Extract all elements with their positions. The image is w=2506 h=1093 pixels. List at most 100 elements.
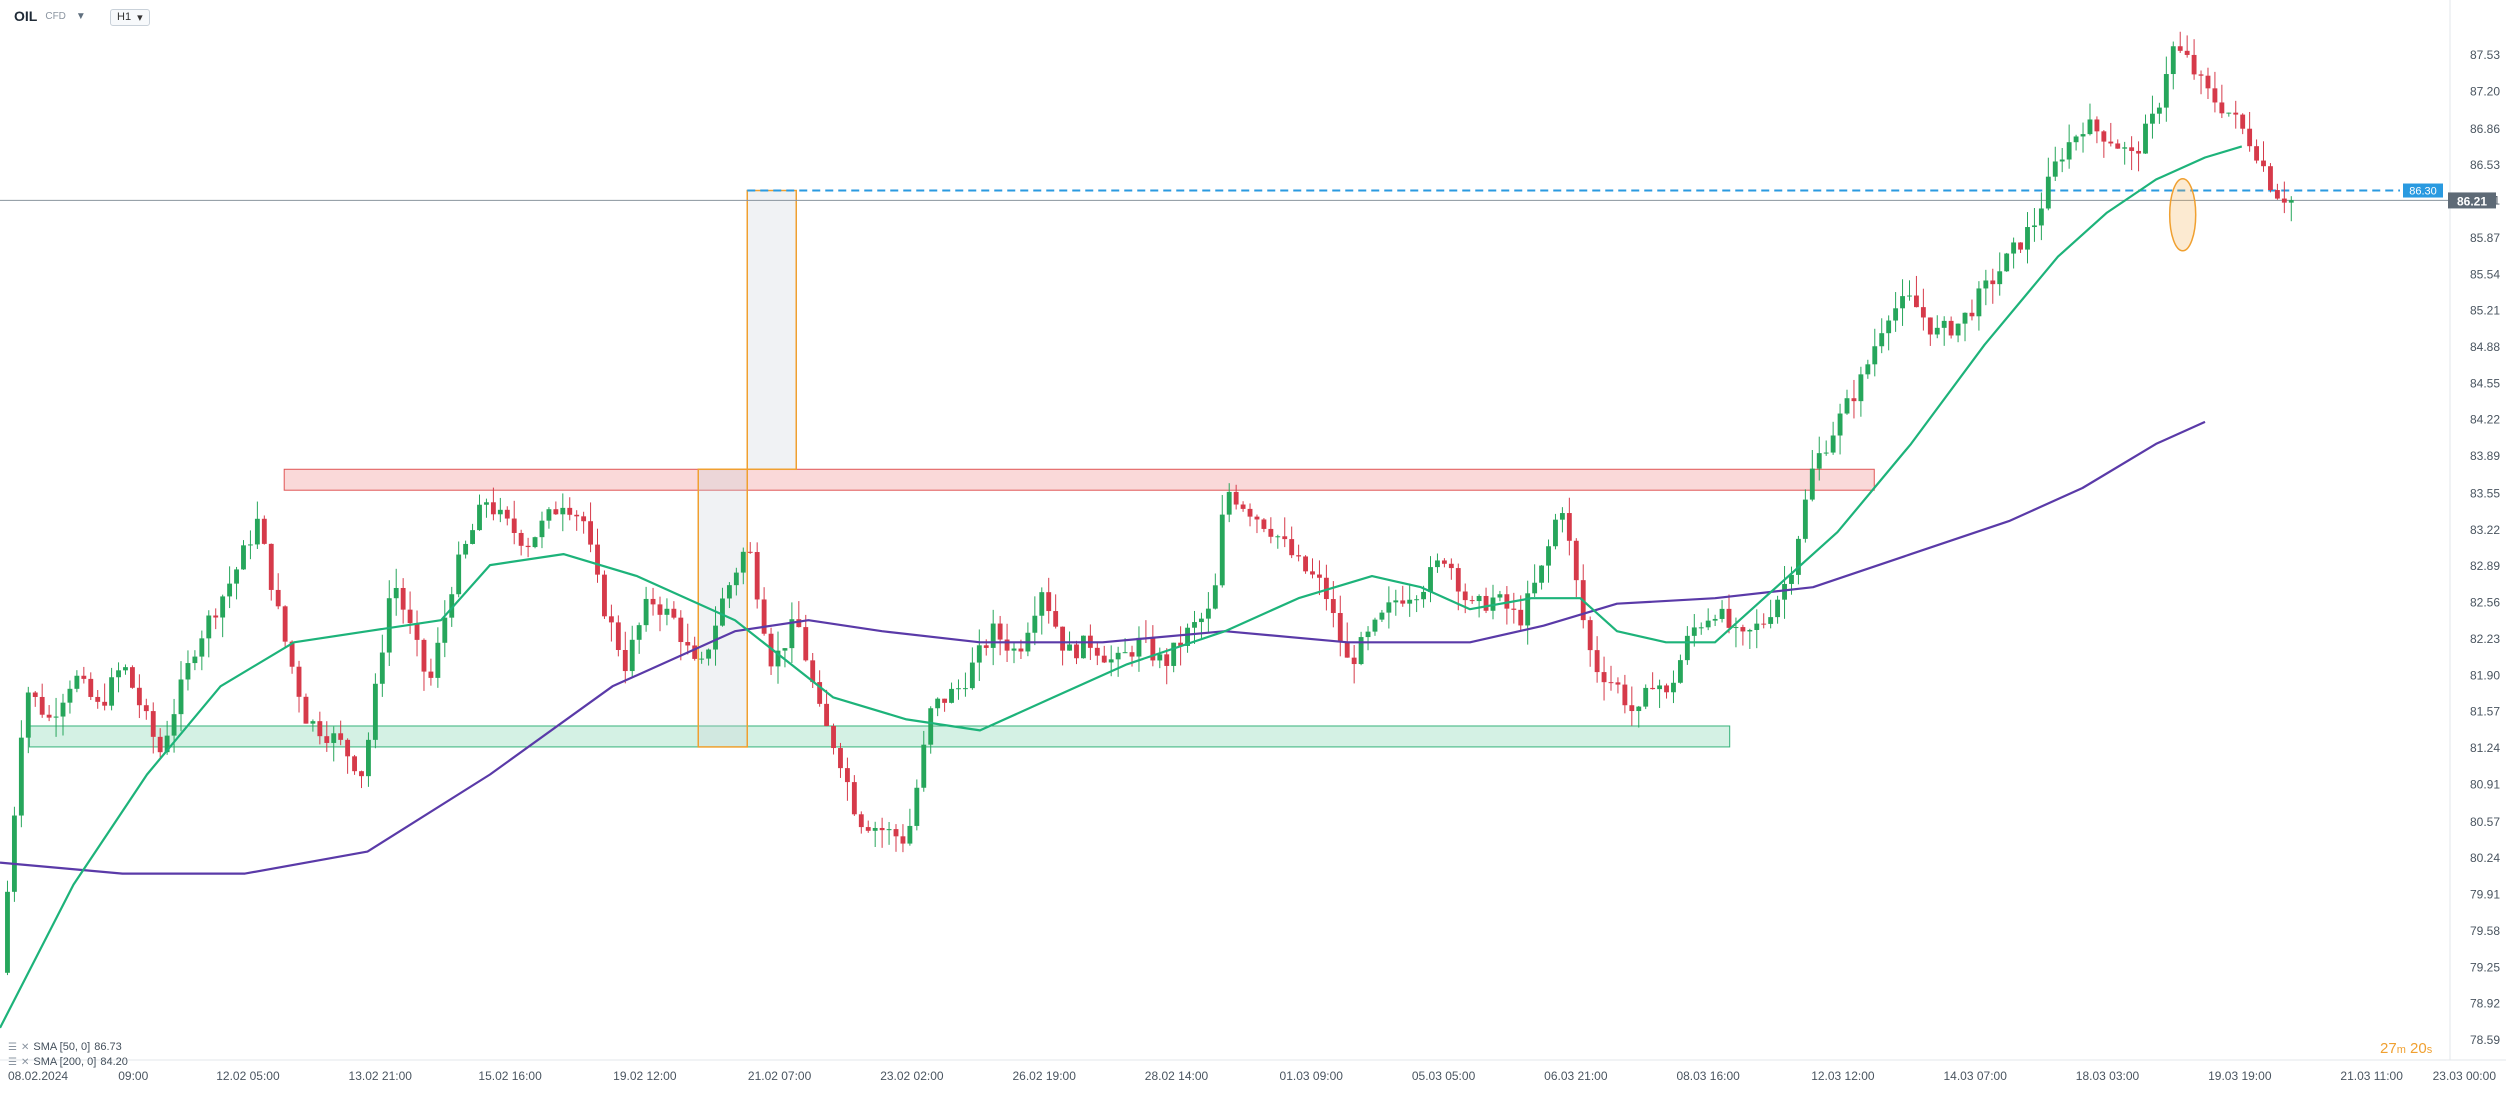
candle (1872, 328, 1878, 377)
candle-body (1129, 652, 1135, 657)
settings-icon[interactable]: ☰ (8, 1042, 17, 1053)
candle (2205, 67, 2211, 100)
candle-body (1448, 563, 1454, 569)
candle-body (2032, 225, 2037, 228)
candle-body (768, 633, 774, 667)
candle-body (60, 702, 66, 717)
candle-body (442, 617, 448, 643)
candle-body (2177, 46, 2183, 51)
candle (518, 529, 524, 556)
candle-body (2212, 88, 2218, 103)
candle-body (969, 662, 975, 689)
candle (504, 506, 510, 526)
candle-body (53, 716, 59, 718)
candle (2163, 56, 2169, 122)
candle (1990, 268, 1996, 304)
candle (1830, 421, 1836, 455)
candle-body (1844, 398, 1850, 414)
candle-body (2288, 200, 2294, 203)
candle-body (1483, 595, 1489, 611)
candle (1851, 379, 1857, 419)
candle (2025, 212, 2030, 264)
candle (1955, 323, 1961, 343)
candle-body (1455, 568, 1461, 592)
candle-body (5, 891, 10, 973)
candle-body (39, 696, 45, 715)
candle-body (379, 652, 385, 684)
candle-body (893, 829, 899, 837)
candle-body (1428, 567, 1433, 592)
candle (1303, 555, 1308, 574)
candle-body (352, 756, 357, 772)
candle (254, 501, 260, 549)
candle (2122, 141, 2128, 165)
candle (893, 824, 899, 852)
candle (1254, 514, 1260, 534)
candle-body (1400, 600, 1406, 604)
candle (532, 536, 538, 549)
legend-item-sma200[interactable]: ☰ ✕ SMA [200, 0] 84.20 (8, 1055, 128, 1070)
candle-body (1178, 642, 1184, 646)
candle (150, 702, 156, 754)
y-tick-label: 82.89 (2470, 559, 2500, 573)
close-icon[interactable]: ✕ (20, 1042, 30, 1053)
chevron-down-icon[interactable]: ▼ (75, 10, 86, 22)
candle-body (359, 771, 364, 777)
candle-body (1532, 582, 1538, 594)
support-zone (28, 725, 1731, 748)
candle-body (150, 711, 156, 737)
candle-body (956, 688, 961, 690)
settings-icon[interactable]: ☰ (8, 1057, 17, 1068)
candle-body (484, 502, 489, 505)
timeframe-selector[interactable]: H1 ▾ (110, 9, 150, 26)
candle-body (275, 589, 281, 607)
candle (39, 683, 45, 718)
candle-body (1365, 631, 1371, 638)
candle (636, 622, 642, 654)
candle-body (1275, 536, 1281, 538)
candle-body (1934, 327, 1940, 335)
candle (1927, 317, 1933, 346)
instrument-selector[interactable]: OIL CFD ▼ (14, 8, 86, 24)
candle (1782, 566, 1787, 619)
candle (1504, 586, 1510, 625)
candle (1185, 623, 1190, 653)
legend-value: 86.73 (94, 1041, 122, 1053)
close-icon[interactable]: ✕ (20, 1057, 30, 1068)
candle (928, 706, 934, 754)
candle (490, 487, 496, 521)
candle (1983, 269, 1989, 306)
y-tick-label: 79.91 (2470, 888, 2500, 902)
candle-body (1643, 687, 1649, 707)
candle-body (1296, 555, 1302, 557)
candle-body (2150, 113, 2155, 124)
candle-body (428, 671, 434, 678)
candle (865, 820, 871, 833)
legend-value: 84.20 (100, 1056, 128, 1068)
candle (386, 580, 392, 666)
candle (366, 732, 371, 787)
candle-body (2004, 253, 2010, 272)
candle (747, 542, 753, 554)
candle-body (2045, 176, 2051, 209)
candle (1608, 665, 1614, 691)
candle-body (1289, 539, 1295, 556)
legend-item-sma50[interactable]: ☰ ✕ SMA [50, 0] 86.73 (8, 1040, 128, 1055)
candle (1726, 594, 1732, 634)
candle (2170, 41, 2176, 90)
candle-body (2011, 242, 2017, 254)
candle (706, 648, 712, 666)
candle (1310, 558, 1315, 579)
candle-body (858, 814, 864, 828)
candle (1094, 642, 1100, 666)
candle (1268, 517, 1274, 544)
candle-body (713, 625, 718, 650)
y-tick-label: 83.89 (2470, 449, 2500, 463)
candle (2198, 70, 2204, 95)
candle-body (1664, 685, 1669, 693)
symbol-type: CFD (45, 10, 66, 22)
candle-body (879, 827, 885, 831)
candle (713, 606, 718, 666)
candle (1525, 580, 1531, 645)
